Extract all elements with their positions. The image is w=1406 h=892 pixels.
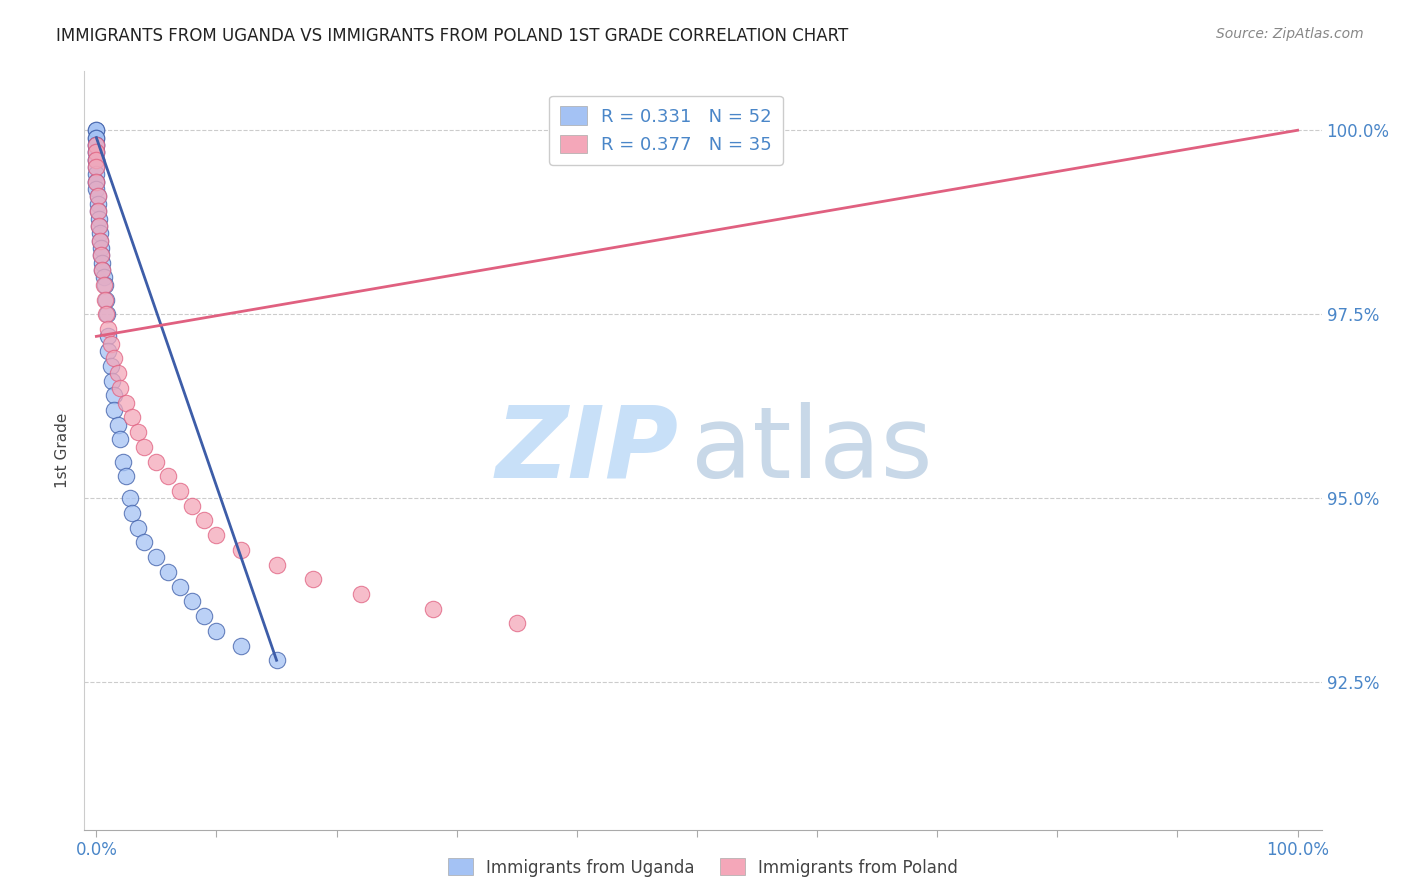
Point [86, 182, 108, 196]
Legend: Immigrants from Uganda, Immigrants from Poland: Immigrants from Uganda, Immigrants from … [441, 852, 965, 883]
Point [157, 565, 180, 579]
Point [134, 440, 156, 454]
Point [103, 388, 125, 402]
Point [100, 336, 122, 351]
Legend: R = 0.331   N = 52, R = 0.377   N = 35: R = 0.331 N = 52, R = 0.377 N = 35 [548, 95, 783, 165]
Point [86, 123, 108, 137]
Point [350, 587, 373, 601]
Point [89, 234, 111, 248]
Point [89, 234, 111, 248]
Point [90, 248, 112, 262]
Point [121, 410, 143, 425]
Point [86, 145, 108, 160]
Point [90, 248, 112, 262]
Point [110, 381, 132, 395]
Point [181, 499, 204, 513]
Text: ZIP: ZIP [495, 402, 678, 499]
Point [96, 307, 118, 321]
Point [86, 138, 108, 153]
Point [205, 624, 228, 638]
Point [87, 211, 110, 226]
Point [86, 145, 108, 160]
Point [169, 483, 191, 498]
Point [97, 329, 120, 343]
Point [193, 609, 215, 624]
Point [87, 219, 110, 233]
Y-axis label: 1st Grade: 1st Grade [55, 413, 70, 488]
Text: IMMIGRANTS FROM UGANDA VS IMMIGRANTS FROM POLAND 1ST GRADE CORRELATION CHART: IMMIGRANTS FROM UGANDA VS IMMIGRANTS FRO… [56, 27, 848, 45]
Point [121, 506, 143, 520]
Point [169, 580, 191, 594]
Point [86, 153, 108, 167]
Point [111, 454, 134, 468]
Point [266, 653, 288, 667]
Point [86, 168, 108, 182]
Point [86, 160, 108, 174]
Point [91, 263, 114, 277]
Point [86, 145, 108, 160]
Point [103, 351, 125, 366]
Point [86, 130, 108, 145]
Point [86, 189, 108, 203]
Point [86, 197, 108, 211]
Point [86, 153, 108, 167]
Point [115, 395, 138, 409]
Point [301, 572, 323, 586]
Point [86, 175, 108, 189]
Point [266, 558, 288, 572]
Point [93, 277, 115, 292]
Point [91, 263, 114, 277]
Point [100, 359, 122, 373]
Point [86, 204, 108, 219]
Point [97, 344, 120, 359]
Point [94, 293, 117, 307]
Point [86, 160, 108, 174]
Point [89, 227, 111, 241]
Point [506, 616, 529, 631]
Point [86, 138, 108, 153]
Point [86, 204, 108, 219]
Point [86, 189, 108, 203]
Point [97, 322, 120, 336]
Point [107, 417, 129, 432]
Point [205, 528, 228, 542]
Point [103, 403, 125, 417]
Point [86, 123, 108, 137]
Point [87, 219, 110, 233]
Point [93, 270, 115, 285]
Point [94, 307, 117, 321]
Point [110, 433, 132, 447]
Point [86, 175, 108, 189]
Point [90, 241, 112, 255]
Point [86, 175, 108, 189]
Point [86, 138, 108, 153]
Point [91, 256, 114, 270]
Point [229, 639, 252, 653]
Point [115, 469, 138, 483]
Point [145, 454, 167, 468]
Point [145, 550, 167, 565]
Point [157, 469, 180, 483]
Text: Source: ZipAtlas.com: Source: ZipAtlas.com [1216, 27, 1364, 41]
Point [86, 130, 108, 145]
Point [86, 153, 108, 167]
Point [94, 293, 117, 307]
Text: atlas: atlas [690, 402, 932, 499]
Point [94, 277, 117, 292]
Point [127, 521, 149, 535]
Point [422, 601, 444, 615]
Point [107, 366, 129, 380]
Point [118, 491, 141, 506]
Point [101, 374, 124, 388]
Point [127, 425, 149, 439]
Point [181, 594, 204, 608]
Point [229, 542, 252, 557]
Point [193, 513, 215, 527]
Point [134, 535, 156, 549]
